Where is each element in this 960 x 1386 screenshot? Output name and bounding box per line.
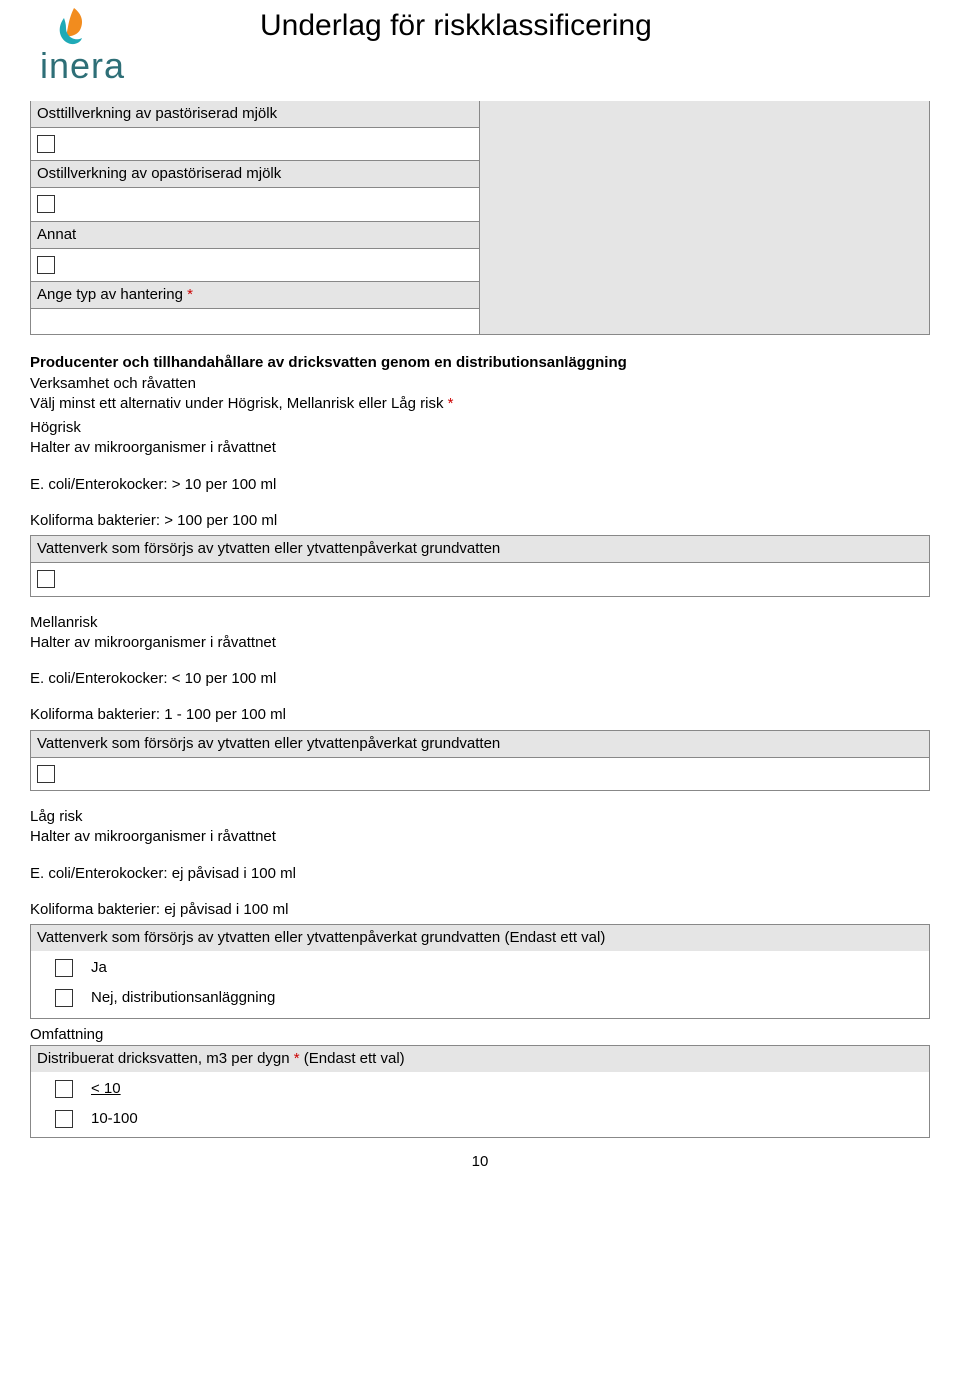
- mellanrisk-box: Vattenverk som försörjs av ytvatten elle…: [30, 730, 930, 792]
- checkbox-row: [31, 188, 479, 221]
- checkbox-osttillverkning-past[interactable]: [37, 135, 55, 153]
- choice-row: Nej, distributionsanläggning: [31, 986, 929, 1018]
- section1-container: Osttillverkning av pastöriserad mjölk Os…: [30, 101, 930, 336]
- omfattning-title: Omfattning: [30, 1025, 930, 1045]
- checkbox-omfattning-10[interactable]: [55, 1080, 73, 1098]
- lagrisk-choice-label: Vattenverk som försörjs av ytvatten elle…: [31, 925, 929, 951]
- omfattning-sub-text: Distribuerat dricksvatten, m3 per dygn: [37, 1050, 290, 1067]
- mellanrisk-line3: Koliforma bakterier: 1 - 100 per 100 ml: [30, 705, 930, 725]
- checkbox-row: [31, 128, 479, 161]
- checkbox-lagrisk-ja[interactable]: [55, 959, 73, 977]
- hogrisk-box: Vattenverk som försörjs av ytvatten elle…: [30, 535, 930, 597]
- text-input-hantering[interactable]: [31, 308, 479, 334]
- hogrisk-line1: Halter av mikroorganismer i råvattnet: [30, 438, 930, 458]
- checkbox-hogrisk-vattenverk[interactable]: [37, 570, 55, 588]
- section2-sub2: Välj minst ett alternativ under Högrisk,…: [30, 394, 930, 414]
- required-star: *: [294, 1050, 300, 1067]
- option-label: Osttillverkning av pastöriserad mjölk: [31, 101, 479, 128]
- checkbox-lagrisk-nej[interactable]: [55, 989, 73, 1007]
- page-header: inera Underlag för riskklassificering: [30, 0, 930, 91]
- page-number: 10: [30, 1152, 930, 1172]
- required-star: *: [187, 286, 193, 303]
- brand-logo: inera: [30, 4, 150, 91]
- choice-row: < 10: [31, 1072, 929, 1106]
- mellanrisk-box-label: Vattenverk som försörjs av ytvatten elle…: [31, 731, 929, 758]
- opt1-text: < 10: [91, 1080, 121, 1097]
- checkbox-omfattning-10-100[interactable]: [55, 1110, 73, 1128]
- hogrisk-line3: Koliforma bakterier: > 100 per 100 ml: [30, 511, 930, 531]
- checkbox-annat[interactable]: [37, 256, 55, 274]
- choice-label-nej: Nej, distributionsanläggning: [91, 988, 275, 1008]
- input-label-row: Ange typ av hantering *: [31, 282, 479, 308]
- omfattning-sub: Distribuerat dricksvatten, m3 per dygn *…: [31, 1046, 929, 1072]
- option-label: Ostillverkning av opastöriserad mjölk: [31, 161, 479, 188]
- lagrisk-choice-block: Vattenverk som försörjs av ytvatten elle…: [30, 924, 930, 1019]
- mellanrisk-line1: Halter av mikroorganismer i råvattnet: [30, 633, 930, 653]
- mellanrisk-line2: E. coli/Enterokocker: < 10 per 100 ml: [30, 669, 930, 689]
- required-star: *: [448, 395, 454, 412]
- section2-heading: Producenter och tillhandahållare av dric…: [30, 353, 930, 373]
- brand-name: inera: [40, 42, 150, 91]
- option-label: Annat: [31, 222, 479, 249]
- choice-label-le10: < 10: [91, 1079, 121, 1099]
- section2-sub1: Verksamhet och råvatten: [30, 374, 930, 394]
- lagrisk-line3: Koliforma bakterier: ej påvisad i 100 ml: [30, 900, 930, 920]
- document-title: Underlag för riskklassificering: [260, 6, 652, 47]
- lagrisk-title: Låg risk: [30, 807, 930, 827]
- mellanrisk-title: Mellanrisk: [30, 613, 930, 633]
- choice-row: Ja: [31, 951, 929, 985]
- choice-row: 10-100: [31, 1107, 929, 1137]
- lagrisk-line1: Halter av mikroorganismer i råvattnet: [30, 827, 930, 847]
- hogrisk-box-label: Vattenverk som försörjs av ytvatten elle…: [31, 536, 929, 563]
- sub2-text: Välj minst ett alternativ under Högrisk,…: [30, 395, 444, 412]
- checkbox-row: [31, 249, 479, 282]
- omfattning-block: Distribuerat dricksvatten, m3 per dygn *…: [30, 1045, 930, 1138]
- hogrisk-line2: E. coli/Enterokocker: > 10 per 100 ml: [30, 475, 930, 495]
- hogrisk-title: Högrisk: [30, 418, 930, 438]
- choice-label-ja: Ja: [91, 958, 107, 978]
- lagrisk-line2: E. coli/Enterokocker: ej påvisad i 100 m…: [30, 864, 930, 884]
- choice-label-10-100: 10-100: [91, 1109, 138, 1129]
- input-label: Ange typ av hantering: [37, 286, 183, 303]
- omfattning-sub-suffix: (Endast ett val): [304, 1050, 405, 1067]
- checkbox-mellanrisk-vattenverk[interactable]: [37, 765, 55, 783]
- checkbox-ostillverkning-opast[interactable]: [37, 195, 55, 213]
- right-gray-panel: [480, 101, 929, 335]
